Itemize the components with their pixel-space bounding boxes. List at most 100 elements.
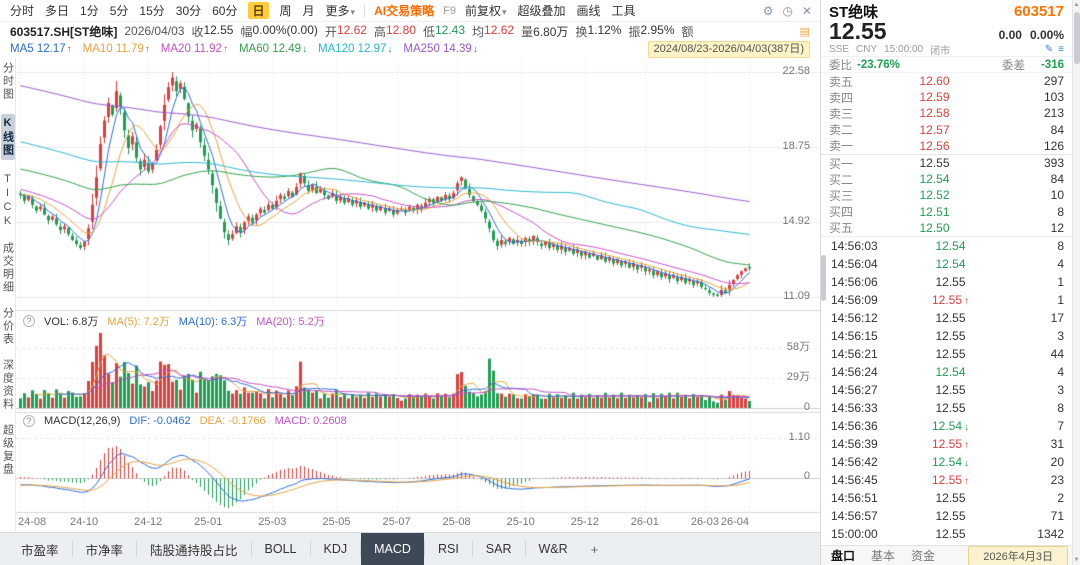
market-status: 闭市 [930,45,951,57]
period-tab-1分[interactable]: 1分 [80,4,99,18]
order-row-ask: 卖五 12.60 297 [829,74,1064,89]
visible-date-range[interactable]: 2024/08/23-2026/04/03(387日) [647,40,810,58]
indicator-tab-市净率[interactable]: 市净率 [85,543,124,558]
price-axis-label: 18.75 [782,140,810,152]
toolbar-icons: ⚙ ◷ ✕ [763,4,812,18]
vol-ma5-value: MA(5): 7.2万 [107,316,170,328]
left-rail: 分时图 K线图 TICK 成交明细分价表深度资料超级复盘 [0,58,16,532]
stock-name: ST绝味 [829,3,879,21]
period-tab-日[interactable]: 日 [248,2,269,19]
tab-separator [360,541,362,557]
period-tab-60分[interactable]: 60分 [212,4,238,18]
weicha-label: 委差 [1002,59,1025,72]
window-scrollbar[interactable]: ▲ ▼ [1072,0,1080,565]
rail-tab-分时图[interactable]: 分时图 [1,62,14,101]
toolbar-menu-工具[interactable]: 工具 [611,4,636,18]
stock-code: 603517 [1013,2,1064,20]
period-tab-5分[interactable]: 5分 [109,4,129,18]
indicator-tab-SAR[interactable]: SAR [485,542,512,556]
change-percent: 0.00% [1029,28,1064,42]
period-tab-15分[interactable]: 15分 [139,4,165,18]
clock-icon[interactable]: ◷ [782,3,793,18]
panel-tab-盘口[interactable]: 盘口 [831,549,856,563]
tick-row: 14:56:04 12.54 4 [831,256,1064,271]
toolbar-menu-超级叠加[interactable]: 超级叠加 [517,4,566,18]
quote-date: 2026/04/03 [124,24,185,38]
period-tab-更多[interactable]: 更多▾ [325,4,356,18]
quote-panel-header: ST绝味 603517 12.55 0.00 0.00% SSE CNY 15:… [821,0,1072,57]
indicator-tab-MACD[interactable]: MACD [361,533,424,565]
macd-axis-label: 0 [803,470,810,482]
tick-row: 14:56:27 12.55 3 [831,382,1064,397]
period-tab-30分[interactable]: 30分 [175,4,202,18]
indicator-tab-W&R[interactable]: W&R [538,542,568,556]
tab-separator [250,541,252,557]
tick-rows: 14:56:03 12.54 8 14:56:04 12.54 4 14:56:06 12.5… [821,237,1072,543]
menu-list-icon[interactable]: ≡ [1058,43,1064,55]
period-tab-多日[interactable]: 多日 [45,4,70,18]
macd-dea-value: DEA: -0.1766 [199,415,266,427]
indicator-tab-BOLL[interactable]: BOLL [264,542,297,556]
tick-row: 14:56:57 12.55 71 [831,508,1064,523]
order-row-bid: 买五 12.50 12 [829,220,1064,236]
x-axis-label-26-01: 26-01 [630,516,659,528]
arrow-down-icon: ↓ [387,43,393,55]
ma-legend-MA10: MA10 11.79 ↑ [82,43,150,55]
ask-levels: 卖五 12.60 297 卖四 12.59 103 卖三 12.58 213 卖二 12.57 84 卖… [821,73,1072,154]
indicator-tab-陆股通持股占比[interactable]: 陆股通持股占比 [150,543,238,558]
rail-tab-K线图[interactable]: K线图 [0,114,15,160]
chart-area: 22.58 18.75 14.92 11.09 58万 29万 0 1.10 0… [16,58,820,532]
order-row-bid: 买三 12.52 10 [829,188,1064,203]
rail-tab-成交明细[interactable]: 成交明细 [1,242,14,294]
x-axis-label-25-12: 25-12 [570,516,599,528]
tab-separator [136,541,138,557]
note-icon[interactable]: ▤ [799,25,810,38]
x-axis-label-25-07: 25-07 [382,516,411,528]
scroll-up-icon[interactable]: ▲ [1073,2,1080,8]
ticks-scrollbar-thumb[interactable] [821,254,826,301]
quote-field-收: 收 12.55 [191,22,234,39]
x-axis-label-25-08: 25-08 [442,516,471,528]
settings-gear-icon[interactable]: ⚙ [762,3,774,18]
period-tab-周[interactable]: 周 [279,4,292,18]
kline-chart[interactable] [16,58,820,514]
order-row-bid: 买四 12.51 8 [829,204,1064,220]
toolbar-menu-group: 前复权▾ 超级叠加 画线 工具 [465,2,636,19]
close-icon[interactable]: ✕ [801,3,812,18]
symbol-label[interactable]: 603517.SH[ST绝味] [10,24,118,39]
panel-tab-资金[interactable]: 资金 [911,549,936,563]
indicator-tab-RSI[interactable]: RSI [437,542,459,556]
rail-tab-TICK[interactable]: TICK [1,173,14,229]
ma-legend-items: MA5 12.17 ↑ MA10 11.79 ↑ MA20 11.92 ↑ MA60 12.… [10,43,478,55]
tab-separator [71,541,73,557]
scrollbar-thumb[interactable] [1074,12,1080,64]
trade-date-chip[interactable]: 2026年4月3日 [968,545,1068,565]
macd-axis-label: 1.10 [788,431,810,443]
tick-down-arrow-icon: ↓ [964,457,970,469]
order-row-ask: 卖二 12.57 84 [829,122,1064,138]
toolbar-menu-画线[interactable]: 画线 [576,4,601,18]
rail-tab-超级复盘[interactable]: 超级复盘 [1,424,14,476]
ai-strategy-button[interactable]: AI交易策略 [374,4,435,18]
arrow-up-icon: ↑ [66,43,72,55]
help-icon[interactable]: ? [23,415,35,427]
help-icon[interactable]: ? [23,315,35,327]
edit-pencil-icon[interactable]: ✎ [1044,43,1054,55]
indicator-tab-KDJ[interactable]: KDJ [323,542,348,556]
rail-tab-深度资料[interactable]: 深度资料 [1,359,14,411]
period-tab-group: 分时 多日 1分 5分 15分 30分 60分日周月更多▾ [10,2,355,19]
period-tab-月[interactable]: 月 [302,4,315,18]
rail-tab-分价表[interactable]: 分价表 [1,307,14,346]
volume-axis-label: 58万 [786,341,810,353]
scroll-down-icon[interactable]: ▼ [1073,557,1080,563]
toolbar-menu-前复权[interactable]: 前复权▾ [464,4,507,18]
x-axis-label-24-12: 24-12 [134,516,163,528]
period-tab-分时[interactable]: 分时 [10,4,35,18]
arrow-up-icon: ↑ [222,43,228,55]
vol-value: VOL: 6.8万 [44,316,99,328]
ma-legend-MA60: MA60 12.49 ↓ [238,43,307,55]
add-indicator-button[interactable]: + [590,541,599,557]
indicator-tab-市盈率[interactable]: 市盈率 [21,543,59,558]
panel-tab-基本[interactable]: 基本 [871,549,896,563]
